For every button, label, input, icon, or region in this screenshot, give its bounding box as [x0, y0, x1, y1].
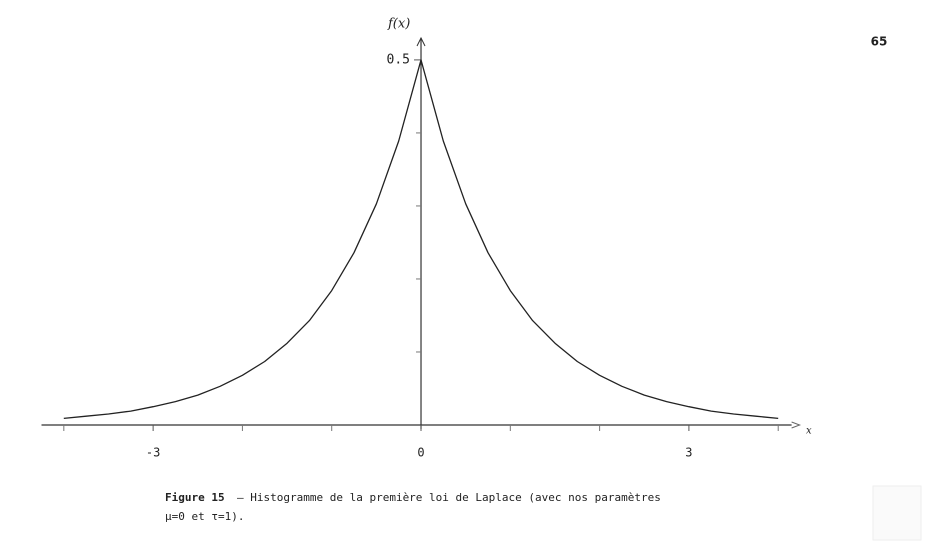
y-axis-arrow [416, 36, 426, 47]
x-tick-label: 0 [417, 446, 424, 460]
y-axis-label: f(x) [387, 17, 410, 32]
caption-label: Figure 15 [165, 491, 225, 504]
page-number: 65 [871, 35, 888, 49]
x-tick-label: 3 [685, 446, 692, 460]
x-tick-label: -3 [146, 446, 160, 460]
scan-mark [872, 485, 922, 541]
x-axis-arrow [791, 421, 802, 429]
density-curve [63, 59, 779, 420]
caption-line: μ=0 et τ=1). [165, 510, 244, 523]
caption-line: — Histogramme de la première loi de Lapl… [237, 491, 661, 504]
x-axis-label: x [806, 426, 812, 437]
y-tick-label: 0.5 [387, 52, 410, 67]
